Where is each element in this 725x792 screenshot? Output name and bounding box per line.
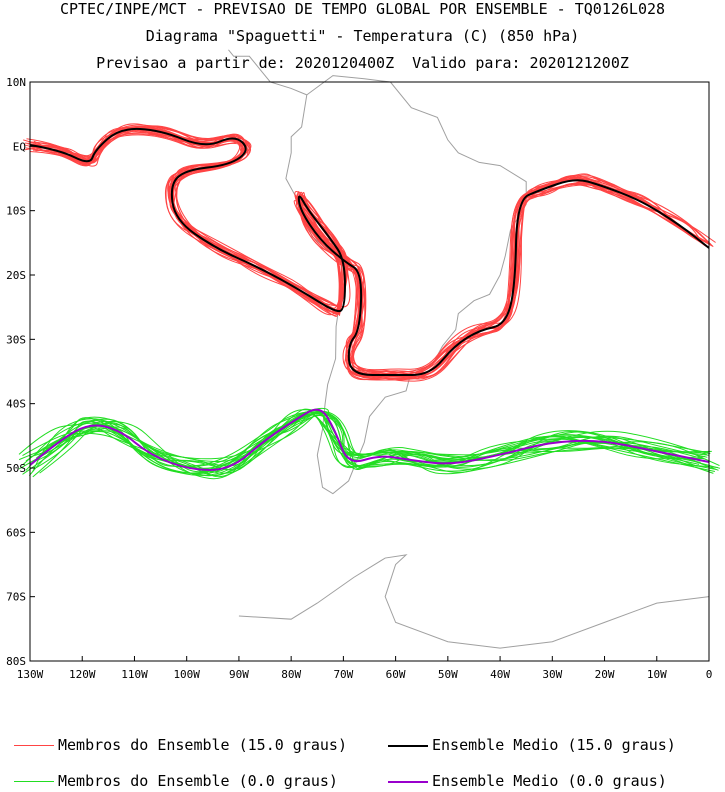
title-line-1: CPTEC/INPE/MCT - PREVISAO DE TEMPO GLOBA…	[59, 0, 666, 18]
green-member-contour	[32, 414, 716, 474]
lon-label: 60W	[386, 668, 406, 681]
black-mean-contour	[29, 127, 710, 376]
red-member-contour	[33, 132, 704, 381]
legend-label-purple-mean: Ensemble Medio (0.0 graus)	[432, 772, 667, 790]
lat-label: 70S	[6, 591, 26, 604]
lon-label: 70W	[333, 668, 353, 681]
antarctica-coastline	[238, 554, 710, 649]
legend-label-green-members: Membros do Ensemble (0.0 graus)	[58, 772, 338, 790]
lon-label: 10W	[647, 668, 667, 681]
legend-swatch-black	[388, 745, 428, 747]
legend-swatch-purple	[388, 781, 428, 783]
lon-label: 130W	[17, 668, 44, 681]
lon-label: 120W	[69, 668, 96, 681]
title-line-2: Diagrama "Spaguetti" - Temperatura (C) (…	[145, 27, 580, 45]
lat-label: 10N	[6, 76, 26, 89]
lon-label: 50W	[438, 668, 458, 681]
legend-swatch-red	[14, 745, 54, 746]
lon-label: 30W	[542, 668, 562, 681]
legend-label-red-members: Membros do Ensemble (15.0 graus)	[58, 736, 347, 754]
contour-layer	[18, 123, 721, 480]
lon-label: 80W	[281, 668, 301, 681]
legend-swatch-green	[14, 781, 54, 782]
map-frame	[29, 81, 710, 662]
lat-label: 60S	[6, 526, 26, 539]
lat-label: EQ	[13, 140, 26, 153]
title-line-3: Previsao a partir de: 2020120400Z Valido…	[96, 54, 629, 72]
lat-label: 80S	[6, 655, 26, 668]
lon-label: 40W	[490, 668, 510, 681]
lon-label: 100W	[173, 668, 200, 681]
lat-label: 20S	[6, 269, 26, 282]
lon-label: 110W	[121, 668, 148, 681]
central-america-coastline	[228, 49, 308, 96]
lat-label: 50S	[6, 462, 26, 475]
green-member-contour	[29, 409, 718, 472]
lat-label: 10S	[6, 205, 26, 218]
lat-label: 30S	[6, 333, 26, 346]
lon-label: 20W	[595, 668, 615, 681]
lon-label: 0	[706, 668, 713, 681]
legend-label-black-mean: Ensemble Medio (15.0 graus)	[432, 736, 676, 754]
green-member-contour	[22, 407, 707, 468]
lat-label: 40S	[6, 398, 26, 411]
lon-label: 90W	[229, 668, 249, 681]
green-member-contour	[32, 412, 709, 478]
purple-mean-contour	[29, 408, 710, 472]
